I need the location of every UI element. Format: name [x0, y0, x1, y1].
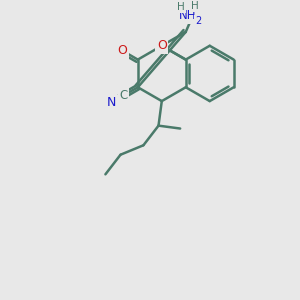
- Text: O: O: [157, 39, 167, 52]
- Text: 2: 2: [195, 16, 202, 26]
- Text: NH: NH: [179, 9, 196, 22]
- Text: O: O: [117, 44, 127, 57]
- Text: C: C: [120, 89, 128, 102]
- Text: H: H: [177, 2, 185, 12]
- Text: H: H: [190, 1, 198, 11]
- Text: N: N: [106, 96, 116, 109]
- Text: O: O: [157, 39, 167, 52]
